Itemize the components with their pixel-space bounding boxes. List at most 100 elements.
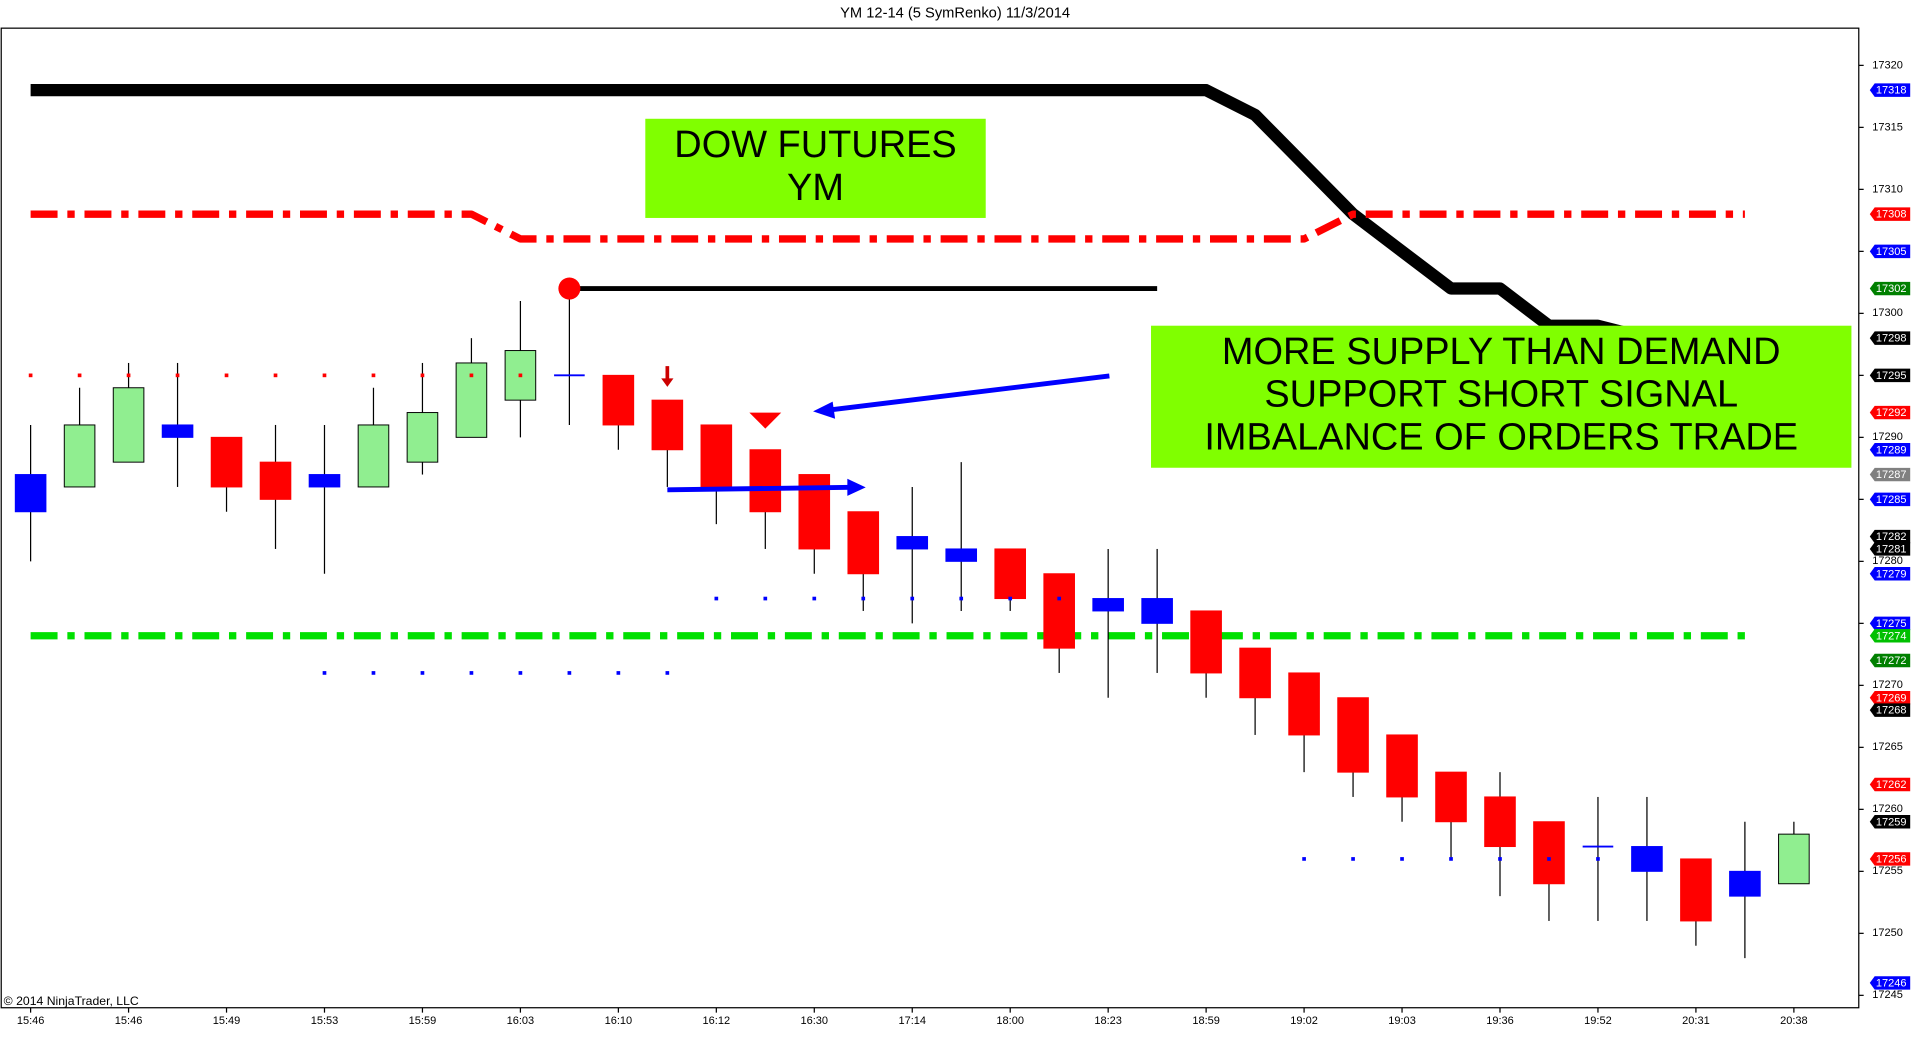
indicator-dot <box>1547 857 1551 861</box>
decorations <box>661 366 1110 496</box>
candle-body <box>14 474 47 513</box>
price-tag <box>1869 405 1911 420</box>
candle-body <box>1190 610 1222 674</box>
price-tag-label: 17292 <box>1876 407 1907 419</box>
indicator-dot <box>322 373 327 378</box>
x-tick-label: 20:31 <box>1682 1015 1710 1027</box>
indicator-dot <box>371 373 376 378</box>
indicator-dot <box>224 373 229 378</box>
price-tag <box>1869 492 1911 507</box>
price-tag <box>1869 815 1911 829</box>
price-tag-label: 17289 <box>1876 444 1907 456</box>
candle-body <box>847 511 880 575</box>
indicator-dot <box>812 596 817 601</box>
price-tag <box>1869 281 1911 296</box>
candle-body <box>1778 833 1810 885</box>
annotation-text: YM <box>787 167 844 209</box>
price-tag-label: 17275 <box>1876 618 1907 630</box>
indicator-dot <box>371 671 376 675</box>
candle-body <box>1239 647 1271 699</box>
candle-body <box>749 449 782 513</box>
candle-body <box>357 424 390 488</box>
x-tick-label: 18:23 <box>1094 1015 1122 1027</box>
y-tick-label: 17300 <box>1872 307 1903 319</box>
price-tag <box>1869 467 1911 482</box>
x-tick-label: 19:03 <box>1388 1015 1416 1027</box>
price-tag-label: 17262 <box>1876 779 1907 791</box>
x-tick-label: 19:02 <box>1290 1015 1318 1027</box>
indicator-dot <box>1351 857 1355 861</box>
indicator-dot <box>1302 857 1306 861</box>
price-tag <box>1869 616 1911 631</box>
x-tick-label: 17:14 <box>898 1015 926 1027</box>
indicator-dot <box>959 596 964 601</box>
x-tick-label: 15:46 <box>115 1015 143 1027</box>
price-tag <box>1869 529 1911 544</box>
indicator-dot <box>1596 857 1600 861</box>
price-tag <box>1869 443 1911 457</box>
price-tag-label: 17281 <box>1876 543 1907 555</box>
price-tag-label: 17318 <box>1876 85 1907 97</box>
price-tag <box>1869 691 1911 705</box>
plot-frame <box>0 27 1860 1009</box>
candle-body <box>406 412 439 463</box>
indicator-dot <box>616 671 621 675</box>
candle-body <box>1533 821 1565 885</box>
indicator-dot <box>322 671 327 675</box>
indicator-dot <box>714 596 719 601</box>
indicator-dot <box>28 373 33 378</box>
annotation-text: MORE SUPPLY THAN DEMAND <box>1222 331 1781 373</box>
price-tag <box>1869 777 1911 792</box>
price-tag-label: 17274 <box>1876 630 1907 642</box>
price-tag <box>1869 629 1911 643</box>
y-tick-label: 17260 <box>1872 803 1903 815</box>
price-tag <box>1869 207 1911 221</box>
candle-body <box>602 374 635 426</box>
indicator-dot <box>1400 857 1404 861</box>
x-tick-label: 18:59 <box>1192 1015 1220 1027</box>
annotation-text: SUPPORT SHORT SIGNAL <box>1264 374 1738 416</box>
candle-body <box>455 362 488 438</box>
chart-title: YM 12-14 (5 SymRenko) 11/3/2014 <box>840 5 1070 21</box>
price-tag <box>1869 976 1911 990</box>
candle-body <box>308 474 341 488</box>
y-tick-label: 17315 <box>1872 121 1903 133</box>
candle-body <box>1680 858 1712 922</box>
signal-triangle <box>749 412 782 429</box>
candle-body <box>1435 771 1467 823</box>
indicator-dot <box>1498 857 1502 861</box>
indicator-dot <box>861 596 866 601</box>
candle-body <box>994 548 1026 600</box>
price-tag <box>1869 83 1911 97</box>
indicator-dot <box>77 373 82 378</box>
x-tick-label: 15:59 <box>409 1015 437 1027</box>
x-tick-label: 19:36 <box>1486 1015 1514 1027</box>
y-tick-label: 17290 <box>1872 431 1903 443</box>
arrow-line <box>667 484 852 493</box>
candle-body <box>1631 846 1663 872</box>
indicator-dot <box>469 671 474 675</box>
y-tick-label: 17270 <box>1872 679 1903 691</box>
price-tag <box>1869 852 1911 866</box>
indicator-dot <box>469 373 474 378</box>
indicator-dot <box>420 671 425 675</box>
annotation-text: IMBALANCE OF ORDERS TRADE <box>1204 417 1798 459</box>
candle-body <box>210 436 243 488</box>
candle-body <box>945 548 978 562</box>
indicator-line <box>30 84 1649 345</box>
price-tag-label: 17279 <box>1876 568 1907 580</box>
y-tick-label: 17280 <box>1872 555 1903 567</box>
price-tag-label: 17259 <box>1876 816 1907 828</box>
annotation-box <box>645 118 986 218</box>
indicator-dot <box>665 671 670 675</box>
y-tick-label: 17310 <box>1872 183 1903 195</box>
indicator-dot <box>175 373 180 378</box>
candle-body <box>896 536 929 550</box>
price-tag-label: 17308 <box>1876 209 1907 221</box>
x-tick-label: 15:49 <box>213 1015 241 1027</box>
candle-body <box>1141 598 1173 624</box>
indicator-dot <box>518 671 523 675</box>
indicator-dot <box>910 596 915 601</box>
candle-body <box>161 424 194 438</box>
